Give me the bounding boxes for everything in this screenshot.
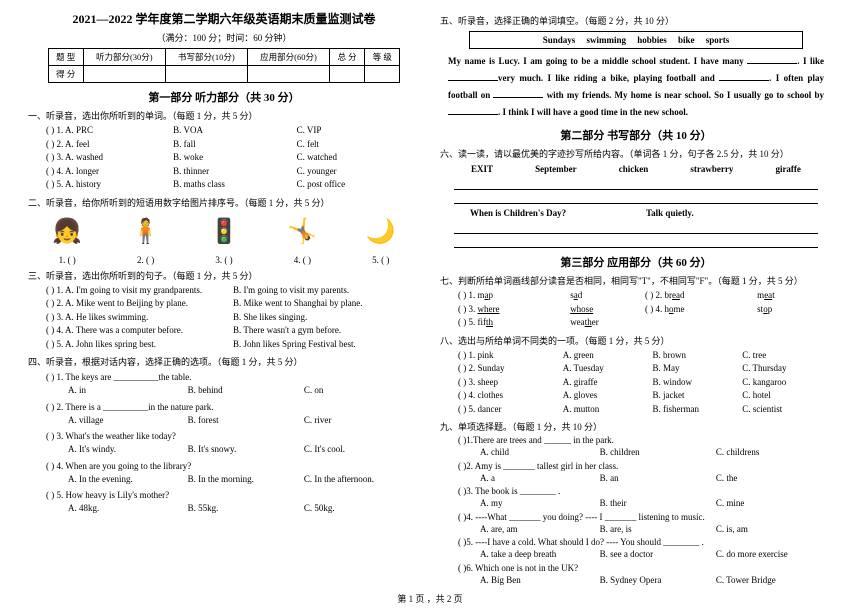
exam-subtitle: （满分：100 分；时间：60 分钟） — [28, 31, 420, 44]
s5-instr: 五、听录音，选择正确的单词填空。（每题 2 分，共 10 分） — [440, 14, 832, 27]
write-lines-1 — [440, 178, 832, 204]
pic-3: 🚦 — [204, 213, 244, 251]
part2-heading: 第二部分 书写部分（共 10 分） — [440, 127, 832, 143]
s8-rows: ( ) 1. pinkA. greenB. brownC. tree ( ) 2… — [440, 349, 832, 417]
pic-1: 👧 — [47, 213, 87, 251]
exam-title: 2021—2022 学年度第二学期六年级英语期末质量监测试卷 — [28, 10, 420, 27]
write-lines-2 — [440, 222, 832, 248]
score-r: 得 分 — [48, 66, 83, 83]
s2-labels: 1. ( ) 2. ( ) 3. ( ) 4. ( ) 5. ( ) — [28, 255, 420, 265]
score-h2: 书写部分(10分) — [165, 49, 247, 66]
right-column: 五、听录音，选择正确的单词填空。（每题 2 分，共 10 分） Sundays … — [430, 10, 842, 590]
s6-sents: When is Children's Day? Talk quietly. — [440, 208, 832, 218]
s2-pics: 👧 🧍 🚦 🤸 🌙 — [28, 213, 420, 251]
s4-instr: 四、听录音，根据对话内容，选择正确的选项。（每题 1 分，共 5 分） — [28, 355, 420, 368]
s2-instr: 二、听录音，给你所听到的短语用数字给图片排序号。（每题 1 分，共 5 分） — [28, 196, 420, 209]
s3-rows: ( ) 1. A. I'm going to visit my grandpar… — [28, 284, 420, 352]
score-h4: 总 分 — [330, 49, 365, 66]
s7-rows: ( ) 1. map sad ( ) 2. bread meat ( ) 3. … — [440, 289, 832, 330]
left-column: 2021—2022 学年度第二学期六年级英语期末质量监测试卷 （满分：100 分… — [18, 10, 430, 590]
s9-instr: 九、单项选择题。（每题 1 分，共 10 分） — [440, 420, 832, 433]
score-h3: 应用部分(60分) — [247, 49, 329, 66]
s8-instr: 八、选出与所给单词不同类的一项。（每题 1 分，共 5 分） — [440, 334, 832, 347]
page-footer: 第 1 页 ，共 2 页 — [0, 590, 860, 605]
s1-instr: 一、听录音，选出你所听到的单词。（每题 1 分，共 5 分） — [28, 109, 420, 122]
part3-heading: 第三部分 应用部分（共 60 分） — [440, 254, 832, 270]
pic-2: 🧍 — [126, 213, 166, 251]
s1-rows: ( ) 1. A. PRCB. VOAC. VIP ( ) 2. A. feel… — [28, 124, 420, 192]
pic-5: 🌙 — [361, 213, 401, 251]
score-h0: 题 型 — [48, 49, 83, 66]
s3-instr: 三、听录音，选出你所听到的句子。（每题 1 分，共 5 分） — [28, 269, 420, 282]
s7-instr: 七、判断所给单词画线部分读音是否相同，相同写"T"，不相同写"F"。（每题 1 … — [440, 274, 832, 287]
s4-items: ( ) 1. The keys are __________the table.… — [28, 372, 420, 516]
s6-instr: 六、读一读，请以最优美的字迹抄写所给内容。（单词各 1 分，句子各 2.5 分，… — [440, 147, 832, 160]
s6-words: EXIT September chicken strawberry giraff… — [440, 164, 832, 174]
score-h5: 等 级 — [365, 49, 400, 66]
pic-4: 🤸 — [282, 213, 322, 251]
s5-wordbox: Sundays swimming hobbies bike sports — [469, 31, 802, 49]
s5-passage: My name is Lucy. I am going to be a midd… — [440, 53, 832, 121]
score-table: 题 型 听力部分(30分) 书写部分(10分) 应用部分(60分) 总 分 等 … — [48, 48, 401, 83]
score-h1: 听力部分(30分) — [83, 49, 165, 66]
part1-heading: 第一部分 听力部分（共 30 分） — [28, 89, 420, 105]
s9-items: ( )1.There are trees and ______ in the p… — [440, 435, 832, 587]
